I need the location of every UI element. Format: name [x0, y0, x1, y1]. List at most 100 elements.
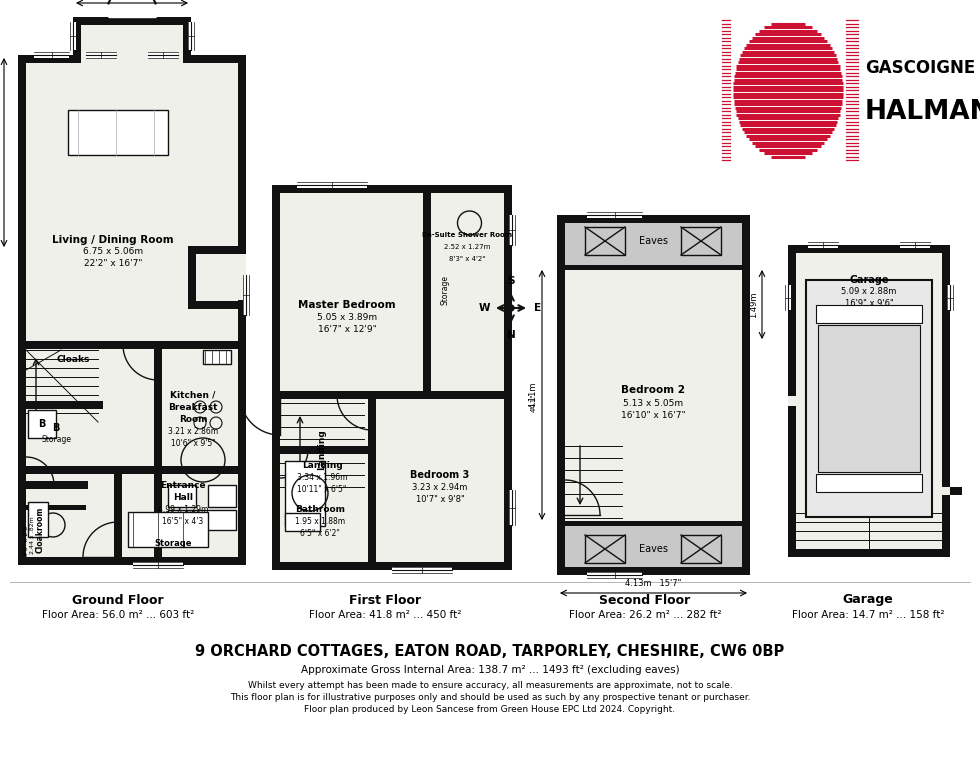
Bar [942, 245, 950, 557]
Bar [238, 55, 246, 565]
Bar [950, 487, 962, 495]
Bar [806, 280, 932, 517]
Bar [816, 474, 922, 492]
Bar [154, 345, 162, 565]
Text: Floor Area: 26.2 m² ... 282 ft²: Floor Area: 26.2 m² ... 282 ft² [568, 610, 721, 620]
Text: B: B [52, 423, 60, 433]
Text: 22'2" x 16'7": 22'2" x 16'7" [83, 259, 142, 268]
Bar [188, 246, 246, 254]
Bar [808, 242, 838, 248]
Bar [168, 485, 196, 507]
Bar [26, 505, 86, 510]
Bar [788, 396, 804, 406]
Bar [272, 185, 512, 193]
Bar [73, 17, 191, 25]
Text: 9 ORCHARD COTTAGES, EATON ROAD, TARPORLEY, CHESHIRE, CW6 0BP: 9 ORCHARD COTTAGES, EATON ROAD, TARPORLE… [195, 644, 785, 659]
Text: First Floor: First Floor [349, 594, 421, 606]
Bar [272, 185, 280, 570]
Bar [785, 285, 791, 310]
Bar [28, 410, 56, 438]
Text: Bathroom: Bathroom [295, 506, 345, 515]
Circle shape [508, 305, 514, 311]
Bar [297, 182, 367, 188]
Text: Storage: Storage [41, 436, 71, 444]
Text: 3.34 x 1.96m: 3.34 x 1.96m [297, 472, 347, 481]
Bar [28, 502, 48, 537]
Text: Entrance: Entrance [160, 481, 206, 490]
Bar [18, 55, 246, 565]
Text: 5.09 x 2.88m: 5.09 x 2.88m [841, 287, 897, 296]
Text: 4.11m: 4.11m [529, 382, 538, 409]
Bar [585, 227, 625, 255]
Bar [114, 470, 122, 565]
Text: 6.75 x 5.06m: 6.75 x 5.06m [83, 248, 143, 256]
Bar [18, 341, 246, 349]
Text: 1.95 x 1.88m: 1.95 x 1.88m [295, 518, 345, 527]
Bar [272, 185, 512, 570]
Bar [720, 12, 960, 168]
Text: 2.44 x .82m: 2.44 x .82m [29, 516, 34, 554]
Text: 4.99 x 1.29m: 4.99 x 1.29m [158, 505, 208, 513]
Bar [183, 17, 191, 55]
Bar [272, 446, 372, 454]
Text: Whilst every attempt has been made to ensure accuracy, all measurements are appr: Whilst every attempt has been made to en… [248, 681, 732, 690]
Bar [18, 401, 103, 409]
Text: Kitchen /: Kitchen / [171, 390, 216, 399]
Text: 5.13 x 5.05m: 5.13 x 5.05m [623, 399, 683, 408]
Text: Breakfast: Breakfast [169, 402, 218, 412]
Bar [509, 490, 515, 525]
Bar [18, 466, 246, 474]
Bar [504, 185, 512, 570]
Text: 6'5" x 6'2": 6'5" x 6'2" [300, 530, 340, 538]
Bar [509, 215, 515, 245]
Text: Ground Floor: Ground Floor [73, 594, 164, 606]
Text: 4.13m   15'7": 4.13m 15'7" [625, 579, 682, 588]
Bar [18, 55, 26, 565]
Text: This floor plan is for illustrative purposes only and should be used as such by : This floor plan is for illustrative purp… [229, 693, 751, 701]
Bar [557, 215, 565, 575]
Text: Floor Area: 56.0 m² ... 603 ft²: Floor Area: 56.0 m² ... 603 ft² [42, 610, 194, 620]
Bar [18, 557, 246, 565]
Text: Storage: Storage [154, 538, 192, 547]
Text: Eaves: Eaves [639, 236, 667, 246]
Text: 4'11": 4'11" [531, 394, 537, 412]
Bar [788, 245, 950, 253]
Text: 8'0" x 2'8": 8'0" x 2'8" [24, 522, 28, 556]
Text: Cloakroom: Cloakroom [35, 507, 44, 553]
Bar [788, 245, 950, 557]
Bar [168, 510, 236, 530]
Bar [73, 17, 81, 55]
Bar [203, 350, 231, 364]
Bar [272, 562, 512, 570]
Bar [18, 55, 246, 63]
Bar [238, 250, 246, 300]
Text: 10'6" x 9'5": 10'6" x 9'5" [171, 438, 216, 447]
Text: S: S [508, 276, 514, 286]
Text: Bedroom 3: Bedroom 3 [411, 470, 469, 480]
Bar [947, 285, 953, 310]
Bar [148, 52, 178, 58]
Bar [243, 275, 249, 315]
Text: N: N [507, 330, 515, 340]
Bar [86, 52, 116, 58]
Text: W: W [478, 303, 490, 313]
Text: Landing: Landing [302, 461, 342, 469]
Text: Room: Room [178, 415, 207, 424]
Text: En-Suite Shower Room: En-Suite Shower Room [422, 232, 513, 238]
Bar [285, 461, 325, 526]
Bar [133, 562, 183, 568]
Text: Eaves: Eaves [639, 544, 667, 554]
Bar [788, 549, 950, 557]
Text: B: B [38, 419, 46, 429]
Bar [557, 267, 750, 523]
Text: HALMAN: HALMAN [865, 99, 980, 125]
Bar [585, 535, 625, 563]
Bar [788, 245, 796, 557]
Text: Master Bedroom: Master Bedroom [298, 300, 396, 310]
Text: 16'10" x 16'7": 16'10" x 16'7" [620, 412, 685, 421]
Bar [81, 55, 183, 63]
Bar [681, 227, 721, 255]
Bar [128, 512, 208, 547]
Text: Floor Area: 14.7 m² ... 158 ft²: Floor Area: 14.7 m² ... 158 ft² [792, 610, 945, 620]
Bar [557, 265, 750, 270]
